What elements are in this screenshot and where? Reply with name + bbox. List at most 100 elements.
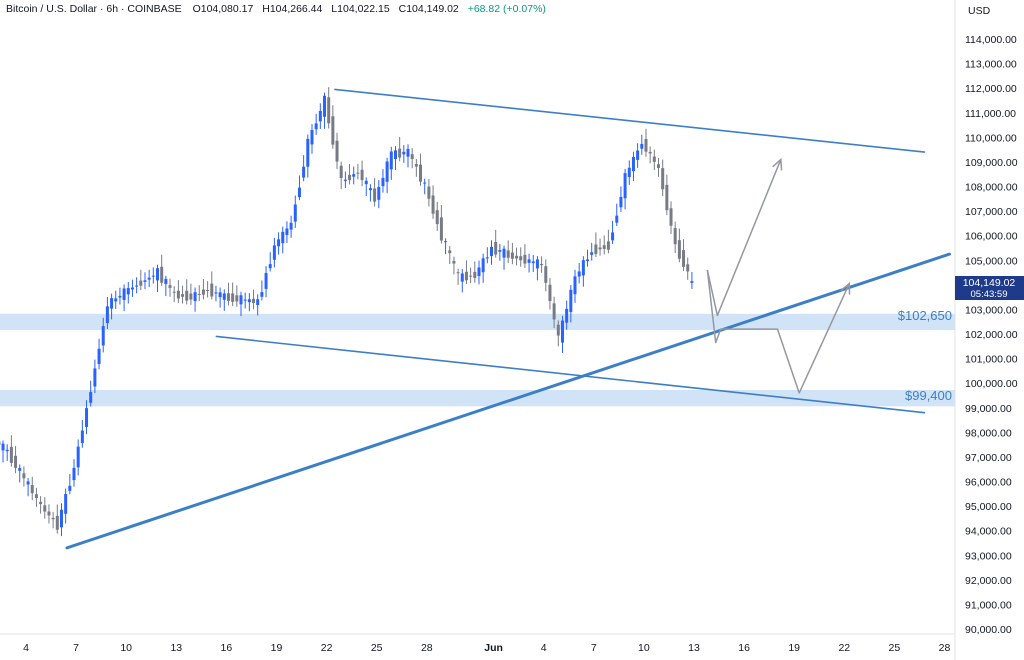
support-zone-102650 — [0, 313, 955, 331]
candle-body — [59, 509, 63, 528]
symbol-title[interactable]: Bitcoin / U.S. Dollar · 6h · COINBASE — [6, 3, 182, 15]
candle-body — [531, 261, 535, 264]
candle-body — [527, 259, 531, 263]
candle-body — [89, 392, 93, 403]
level-label: $102,650 — [898, 308, 952, 323]
time-tick-label: 16 — [221, 642, 233, 654]
candle-body — [285, 228, 289, 235]
candle-body — [310, 130, 314, 145]
candle-body — [364, 180, 368, 185]
candle-body — [481, 258, 485, 273]
candle-body — [414, 164, 418, 167]
candle-body — [235, 295, 239, 302]
candle-body — [26, 481, 30, 485]
time-tick-label: 13 — [170, 642, 182, 654]
candle-body — [569, 289, 573, 312]
time-tick-label: 25 — [371, 642, 383, 654]
candle-body — [293, 204, 297, 222]
time-tick-label: 19 — [788, 642, 800, 654]
bullish-projection-arrow — [706, 159, 782, 317]
candle-body — [565, 308, 569, 323]
currency-label[interactable]: USD — [968, 5, 991, 17]
candle-body — [9, 446, 13, 463]
time-tick-label: 10 — [638, 642, 650, 654]
current-price-tag: 104,149.02 05:43:59 — [955, 276, 1024, 300]
candle-body — [419, 164, 423, 182]
candle-body — [548, 284, 552, 302]
descending-resistance-line[interactable] — [334, 88, 926, 153]
candle-body — [502, 248, 506, 258]
time-tick-label: 10 — [120, 642, 132, 654]
time-tick-label: Jun — [484, 642, 503, 654]
ohlc-legend: Bitcoin / U.S. Dollar · 6h · COINBASE O1… — [6, 3, 546, 15]
candle-body — [623, 173, 627, 199]
close-value: 104,149.02 — [406, 3, 459, 15]
candle-body — [218, 292, 222, 298]
descending-support-line[interactable] — [215, 335, 926, 414]
candle-body — [110, 298, 114, 309]
ascending-support-line[interactable] — [65, 252, 952, 550]
projection-arrows — [706, 157, 851, 394]
price-tick-label: 102,000.00 — [965, 329, 1018, 341]
candle-body — [473, 271, 477, 278]
candle-body — [469, 275, 473, 277]
candle-body — [97, 348, 101, 365]
price-axis[interactable]: 114,000.00 113,000.00 112,000.00 111,000.00… — [954, 0, 1018, 660]
price-tick-label: 113,000.00 — [965, 59, 1017, 71]
candle-body — [51, 517, 55, 520]
candle-body — [327, 97, 331, 124]
candle-body — [101, 326, 105, 346]
candle-body — [155, 268, 159, 281]
candle-body — [498, 250, 502, 252]
price-tick-label: 101,000.00 — [965, 354, 1018, 366]
candle-body — [281, 231, 285, 244]
candle-body — [201, 289, 205, 295]
candle-body — [661, 168, 665, 190]
candle-body — [636, 150, 640, 160]
candle-body — [268, 264, 272, 269]
candle-body — [619, 196, 623, 208]
candle-body — [76, 446, 80, 468]
candle-body — [406, 148, 410, 157]
candle-body — [231, 293, 235, 302]
time-axis[interactable]: 4 7 10 13 16 19 22 25 28 Jun 4 7 10 13 16 19 22 25 28 — [0, 633, 955, 654]
candle-body — [72, 467, 76, 481]
candle-body — [118, 295, 122, 298]
candle-body — [556, 324, 560, 336]
close-label: C — [398, 3, 407, 15]
candle-body — [260, 292, 264, 297]
candle-body — [172, 291, 176, 293]
trendlines — [65, 88, 952, 550]
candle-body — [160, 266, 164, 283]
price-tick-label: 106,000.00 — [965, 231, 1018, 243]
candle-body — [297, 187, 301, 198]
candle-body — [130, 287, 134, 290]
candle-body — [277, 239, 281, 247]
candle-body — [665, 184, 669, 211]
candle-body — [506, 250, 510, 258]
candle-body — [193, 292, 197, 302]
price-tick-label: 111,000.00 — [965, 108, 1016, 120]
candle-body — [197, 293, 201, 295]
candle-body — [590, 252, 594, 255]
price-tick-label: 105,000.00 — [965, 255, 1018, 267]
candle-body — [143, 280, 147, 282]
candles — [0, 87, 694, 537]
high-value: 104,266.44 — [269, 3, 323, 15]
candle-body — [431, 195, 435, 214]
level-labels: $102,650 $99,400 — [898, 308, 952, 403]
support-zone-99400 — [0, 390, 955, 407]
candle-body — [627, 167, 631, 178]
candle-body — [43, 505, 47, 512]
time-tick-label: 16 — [738, 642, 750, 654]
candle-body — [435, 210, 439, 225]
price-tick-label: 94,000.00 — [965, 526, 1012, 538]
current-price-tag-value: 104,149.02 — [963, 277, 1016, 289]
low-value: 104,022.15 — [337, 3, 390, 15]
candle-body — [164, 278, 168, 284]
candle-body — [14, 455, 18, 468]
support-zones — [0, 313, 955, 407]
candle-body — [523, 254, 527, 264]
open-value: 104,080.17 — [200, 3, 254, 15]
